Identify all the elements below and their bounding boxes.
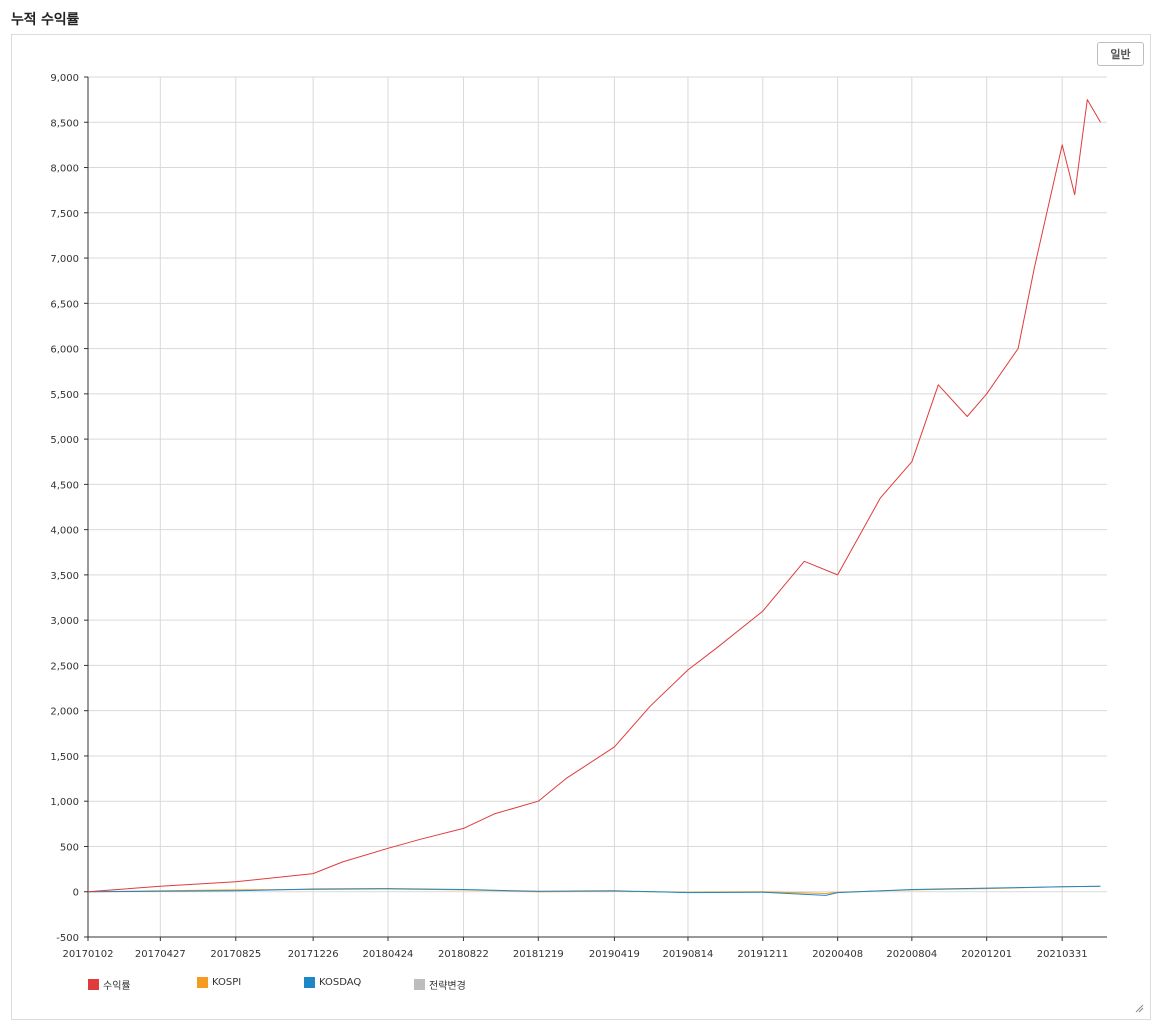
legend-item-return[interactable]: 수익률 [88, 977, 131, 992]
page-title: 누적 수익률 [11, 12, 80, 28]
x-tick-label: 20190419 [589, 949, 640, 960]
legend-label-kosdaq: KOSDAQ [319, 977, 362, 988]
y-tick-label: 6,000 [50, 345, 79, 356]
resize-grip-icon[interactable] [1134, 1003, 1144, 1013]
chart-panel: 일반 -500 0 500 1,000 1,500 2,000 2,500 3,000 3,50… [11, 34, 1151, 1020]
y-tick-label: 6,500 [50, 299, 79, 310]
x-tick-label: 20191211 [737, 949, 788, 960]
y-tick-label: 3,000 [50, 616, 79, 627]
legend-label-return: 수익률 [103, 981, 131, 992]
view-mode-button[interactable]: 일반 [1097, 42, 1144, 66]
y-tick-label: 7,000 [50, 254, 79, 265]
x-tick-label: 20170825 [210, 949, 261, 960]
series-line-kosdaq [87, 885, 1101, 896]
x-tick-label: 20201201 [961, 949, 1012, 960]
y-tick-label: 4,500 [50, 480, 79, 491]
x-tick-label: 20170427 [135, 949, 186, 960]
series-line-kospi [87, 885, 1101, 894]
legend-label-strategy-change: 전략변경 [429, 981, 466, 992]
x-tick-label: 20180424 [363, 949, 414, 960]
cumulative-return-chart: -500 0 500 1,000 1,500 2,000 2,500 3,000 3,500 4,… [50, 73, 1107, 960]
legend-swatch-strategy-change [414, 979, 425, 990]
grid-lines [87, 76, 1107, 938]
x-tick-label: 20171226 [288, 949, 339, 960]
series-line-return [87, 99, 1101, 893]
x-tick-label: 20170102 [63, 949, 114, 960]
series-lines [87, 99, 1101, 896]
y-tick-label: 7,500 [50, 209, 79, 220]
y-tick-label: 8,500 [50, 118, 79, 129]
x-tick-label: 20190814 [663, 949, 714, 960]
x-tick-label: 20210331 [1037, 949, 1088, 960]
x-tick-label: 20180822 [438, 949, 489, 960]
y-tick-label: 1,000 [50, 797, 79, 808]
y-tick-label: 5,500 [50, 390, 79, 401]
legend-swatch-kospi [197, 977, 208, 988]
x-tick-label: 20200408 [812, 949, 863, 960]
y-tick-label: 5,000 [50, 435, 79, 446]
y-tick-label: 3,500 [50, 571, 79, 582]
legend-item-kospi[interactable]: KOSPI [197, 977, 241, 988]
y-tick-label: 500 [60, 842, 79, 853]
x-tick-label: 20200804 [886, 949, 937, 960]
y-tick-label: 8,000 [50, 164, 79, 175]
y-tick-label: -500 [56, 933, 79, 944]
axes: -500 0 500 1,000 1,500 2,000 2,500 3,000 3,500 4,… [50, 73, 1107, 960]
y-tick-label: 4,000 [50, 526, 79, 537]
y-tick-label: 9,000 [50, 73, 79, 84]
y-tick-label: 1,500 [50, 752, 79, 763]
y-tick-label: 2,000 [50, 707, 79, 718]
legend-swatch-kosdaq [304, 977, 315, 988]
x-tick-label: 20181219 [513, 949, 564, 960]
legend-item-strategy-change[interactable]: 전략변경 [414, 977, 466, 992]
y-tick-label: 2,500 [50, 661, 79, 672]
legend-item-kosdaq[interactable]: KOSDAQ [304, 977, 361, 988]
legend-swatch-return [88, 979, 99, 990]
legend-label-kospi: KOSPI [212, 977, 242, 988]
y-tick-label: 0 [73, 888, 79, 899]
